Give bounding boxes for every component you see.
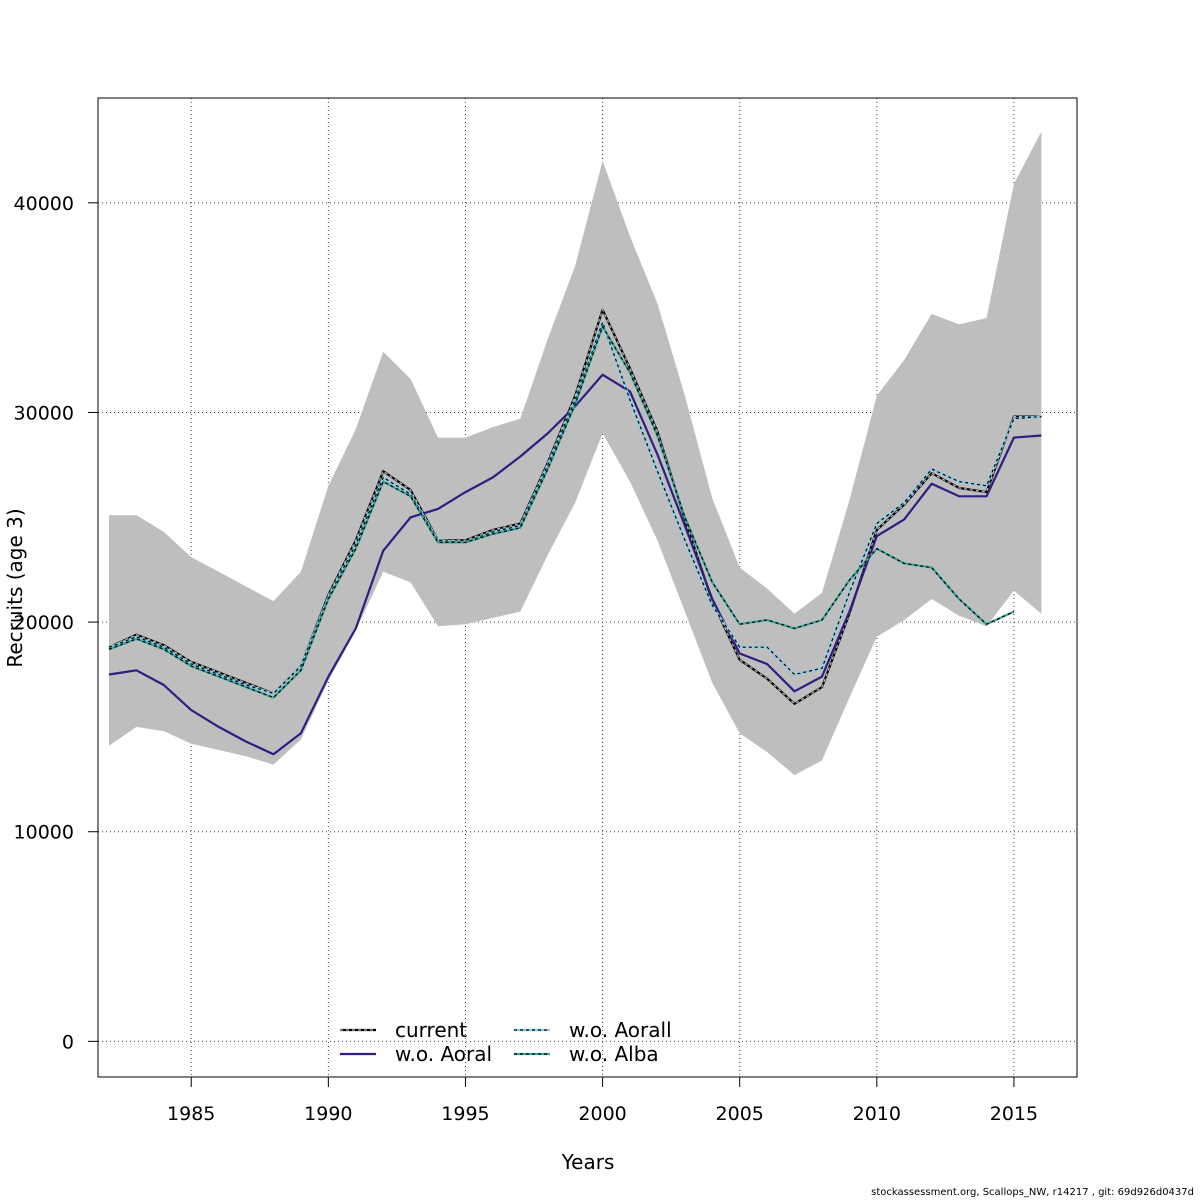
confidence-band: [109, 131, 1042, 776]
y-tick-label: 20000: [14, 612, 74, 634]
x-tick-label: 1995: [441, 1103, 489, 1125]
y-axis-title: Recruits (age 3): [3, 508, 27, 667]
y-tick-label: 40000: [14, 193, 74, 215]
plot-frame: [97, 97, 1078, 1078]
y-tick-label: 30000: [14, 402, 74, 424]
x-tick-label: 2005: [716, 1103, 764, 1125]
x-axis-ticks: 1985 1990 1995 2000 2005 2010 2015: [167, 1077, 1038, 1125]
x-tick-label: 2015: [990, 1103, 1038, 1125]
y-tick-label: 0: [62, 1031, 74, 1053]
series-lines: [108, 308, 1042, 756]
y-tick-label: 10000: [14, 822, 74, 844]
x-tick-label: 1990: [304, 1103, 352, 1125]
x-axis-title: Years: [561, 1150, 615, 1174]
confidence-band-area: [109, 131, 1042, 776]
x-tick-label: 2000: [578, 1103, 626, 1125]
y-axis-ticks: 0 10000 20000 30000 40000: [14, 193, 98, 1053]
legend-label-1: w.o. Aoral: [395, 1042, 492, 1066]
footer-credit: stockassessment.org, Scallops_NW, r14217…: [871, 1187, 1194, 1198]
legend-label-3: w.o. Alba: [569, 1042, 659, 1066]
series-line-overlay-2: [108, 320, 1042, 695]
legend-label-0: current: [395, 1018, 467, 1042]
x-tick-label: 1985: [167, 1103, 215, 1125]
series-line-overlay-3: [108, 325, 1015, 699]
legend-label-2: w.o. Aorall: [569, 1018, 672, 1042]
x-tick-label: 2010: [853, 1103, 901, 1125]
